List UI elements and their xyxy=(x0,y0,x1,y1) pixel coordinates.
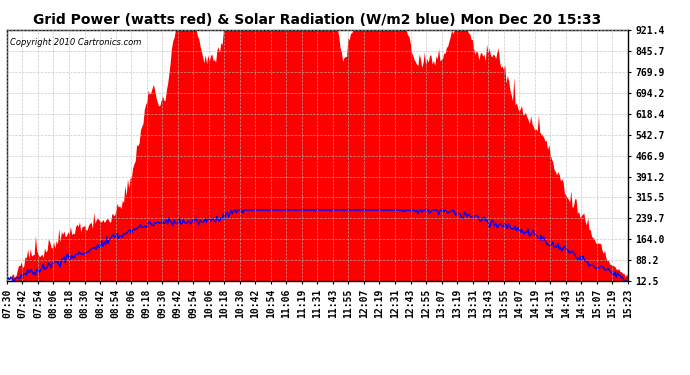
Title: Grid Power (watts red) & Solar Radiation (W/m2 blue) Mon Dec 20 15:33: Grid Power (watts red) & Solar Radiation… xyxy=(33,13,602,27)
Text: Copyright 2010 Cartronics.com: Copyright 2010 Cartronics.com xyxy=(10,38,141,46)
